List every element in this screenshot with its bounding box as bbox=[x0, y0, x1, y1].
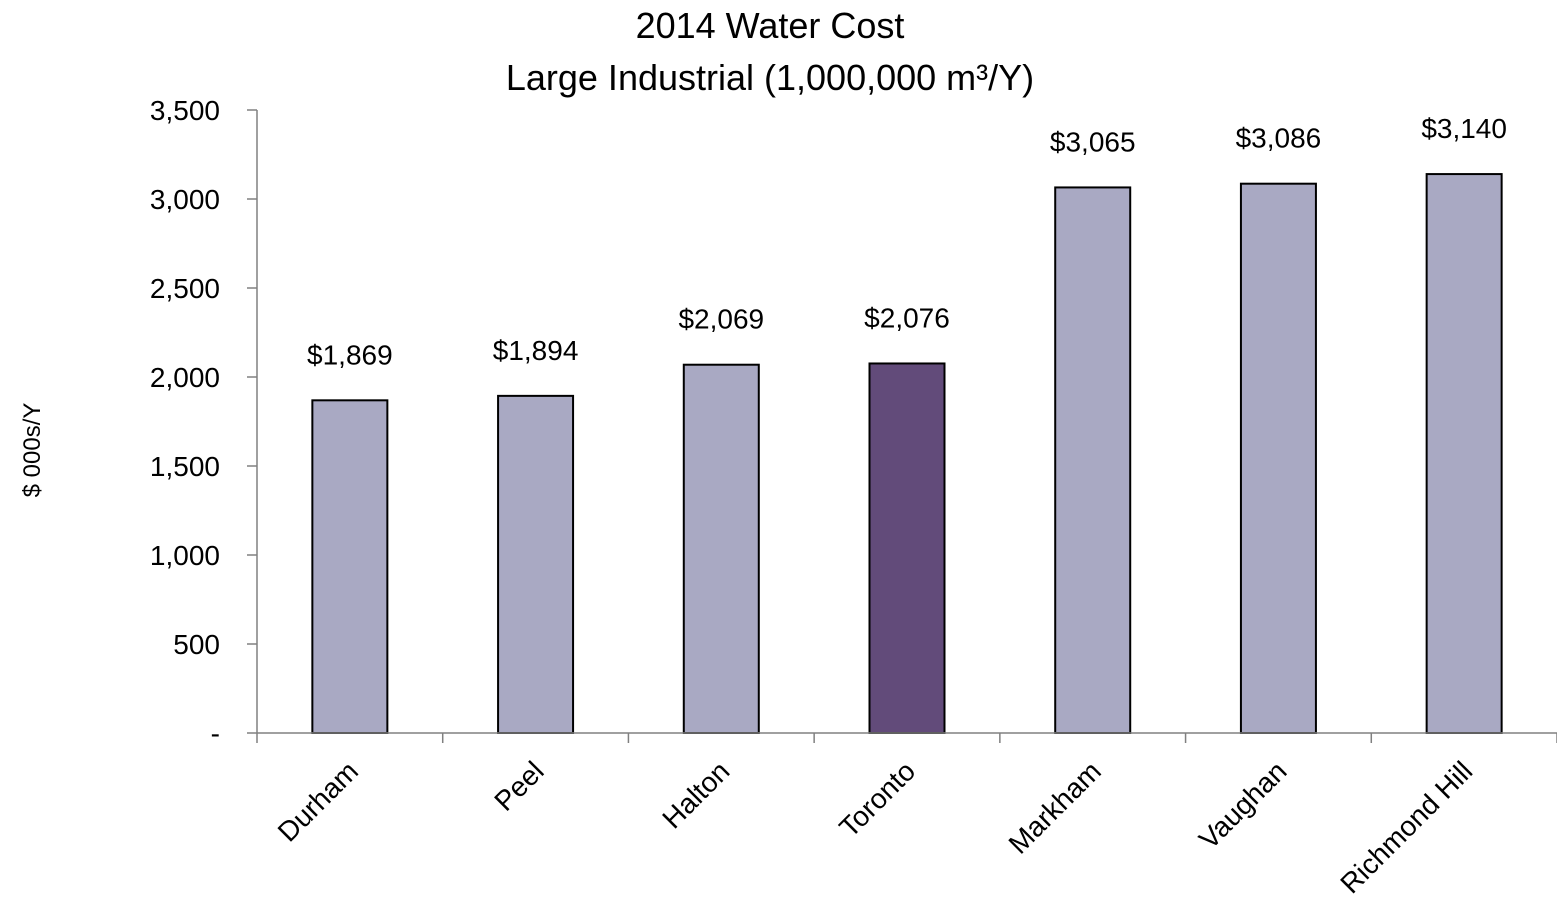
data-label: $3,086 bbox=[1236, 123, 1322, 154]
bar-peel bbox=[497, 394, 575, 734]
y-tick-label: 1,000 bbox=[150, 540, 220, 571]
data-label: $3,140 bbox=[1421, 113, 1507, 144]
bar-markham bbox=[1054, 186, 1132, 734]
bars-group bbox=[311, 173, 1503, 734]
chart-subtitle: Large Industrial (1,000,000 m³/Y) bbox=[506, 57, 1034, 98]
data-label: $1,894 bbox=[493, 335, 579, 366]
data-label: $2,076 bbox=[864, 302, 950, 333]
data-label: $3,065 bbox=[1050, 126, 1136, 157]
data-label: $1,869 bbox=[307, 339, 393, 370]
bar-durham bbox=[311, 399, 389, 734]
x-category-label: Richmond Hill bbox=[1334, 755, 1478, 899]
x-category-label: Durham bbox=[272, 755, 364, 847]
data-labels-group: $1,869 $1,894 $2,069 $2,076 $3,065 $3,086 $3,1… bbox=[307, 113, 1507, 370]
bar-richmond-hill bbox=[1425, 173, 1503, 734]
x-category-label: Vaughan bbox=[1193, 755, 1293, 855]
y-axis-title: $ 000s/Y bbox=[19, 403, 46, 498]
y-axis: - 500 1,000 1,500 2,000 2,500 3,000 3,500 bbox=[150, 95, 258, 749]
bar-vaughan bbox=[1239, 182, 1317, 734]
y-tick-label: 3,000 bbox=[150, 184, 220, 215]
x-category-label: Halton bbox=[656, 755, 735, 834]
y-tick-label: 3,500 bbox=[150, 95, 220, 126]
x-axis: Durham Peel Halton Toronto Markham Vaughan Ric… bbox=[256, 732, 1557, 899]
chart-title: 2014 Water Cost bbox=[636, 5, 905, 46]
x-category-label: Markham bbox=[1003, 755, 1107, 859]
y-tick-label: 1,500 bbox=[150, 451, 220, 482]
bar-halton bbox=[682, 363, 760, 734]
x-category-label: Peel bbox=[488, 755, 550, 817]
y-tick-label: 2,000 bbox=[150, 362, 220, 393]
y-tick-label: 2,500 bbox=[150, 273, 220, 304]
y-tick-label: 500 bbox=[173, 629, 220, 660]
y-tick-label: - bbox=[211, 718, 220, 749]
bar-toronto bbox=[868, 362, 946, 734]
x-category-label: Toronto bbox=[833, 755, 921, 843]
data-label: $2,069 bbox=[678, 304, 764, 335]
